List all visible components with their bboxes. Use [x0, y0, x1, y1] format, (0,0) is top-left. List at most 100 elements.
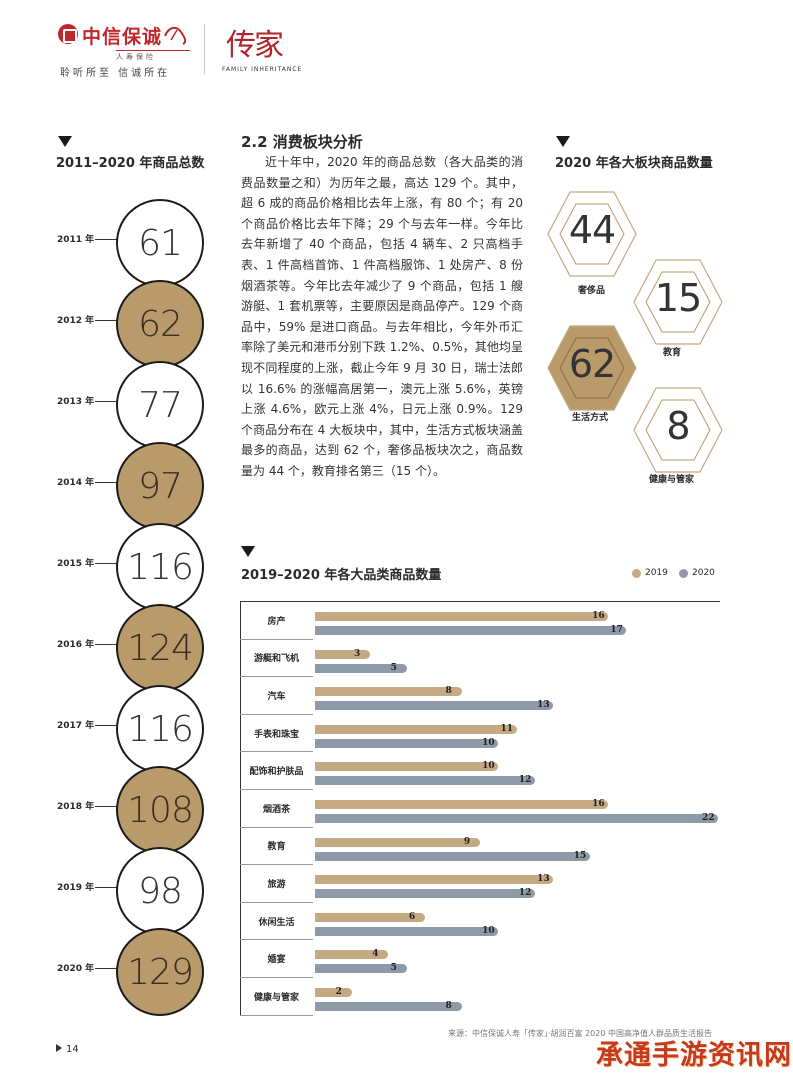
- year-total-circle: 61: [116, 199, 204, 287]
- section-marker-icon: [241, 546, 255, 557]
- year-label: 2014 年: [57, 478, 95, 488]
- year-connector: [95, 644, 117, 645]
- bar-2020: [315, 626, 627, 635]
- sector-value: 62: [568, 342, 616, 386]
- bar-2019: [315, 800, 609, 809]
- legend-item-2019: 2019: [632, 568, 668, 578]
- bar-2019: [315, 649, 370, 659]
- bar-value-label: 6: [408, 911, 416, 922]
- bar-value-label: 16: [592, 799, 605, 809]
- bar-2020: [315, 663, 407, 673]
- year-connector: [95, 401, 117, 402]
- sector-label: 教育: [663, 348, 682, 358]
- sector-count-title: 2020 年各大板块商品数量: [555, 156, 713, 171]
- year-row: 2012 年 62: [0, 280, 230, 368]
- bar-2019: [315, 762, 499, 772]
- bar-2020: [315, 1002, 462, 1011]
- year-row: 2014 年 97: [0, 442, 230, 530]
- bar-value-label: 8: [445, 686, 452, 697]
- category-label: 婚宴: [240, 940, 313, 978]
- bar-value-label: 3: [353, 648, 361, 659]
- bar-2020: [315, 738, 499, 748]
- year-label: 2019 年: [57, 883, 95, 893]
- hexagon-shape: [633, 259, 723, 345]
- year-total-circle: 116: [116, 523, 204, 611]
- bar-value-label: 5: [390, 662, 397, 673]
- category-label: 教育: [240, 828, 313, 866]
- bar-2020: [315, 889, 535, 899]
- sector-hexagon: 62: [546, 324, 656, 424]
- sector-value: 8: [666, 404, 690, 448]
- site-watermark: 承通手游资讯网: [596, 1040, 792, 1071]
- category-label: 房产: [240, 602, 313, 640]
- brand-name: 中信保诚: [82, 26, 163, 48]
- bar-value-label: 10: [482, 925, 495, 936]
- section-marker-icon: [58, 136, 72, 147]
- section-marker-icon: [556, 136, 570, 147]
- bar-2019: [315, 875, 554, 885]
- bar-2020: [315, 851, 590, 861]
- bar-2020: [315, 814, 718, 823]
- bar-2020: [315, 701, 554, 711]
- bar-2019: [315, 950, 389, 960]
- year-total-circle: 124: [116, 604, 204, 692]
- bar-2019: [315, 912, 425, 922]
- bar-2020: [315, 926, 499, 936]
- bar-value-label: 16: [592, 611, 605, 621]
- bar-2019: [315, 724, 517, 734]
- bar-value-label: 13: [537, 874, 550, 885]
- hexagon-shape: [547, 191, 637, 277]
- legend-label-2019: 2019: [645, 568, 668, 578]
- year-row: 2013 年 77: [0, 361, 230, 449]
- year-total-circle: 98: [116, 847, 204, 935]
- chart-top-rule: [240, 601, 720, 602]
- year-total-circle: 108: [116, 766, 204, 854]
- year-row: 2020 年 129: [0, 928, 230, 1016]
- bar-value-label: 8: [445, 1001, 452, 1011]
- category-label: 健康与管家: [240, 978, 313, 1016]
- article-body: 近十年中，2020 年的商品总数（各大品类的消费品数量之和）为历年之最，高达 1…: [241, 155, 523, 478]
- section-title: 2.2 消费板块分析: [241, 133, 363, 151]
- bar-value-label: 12: [518, 775, 532, 786]
- category-label: 手表和珠宝: [240, 715, 313, 753]
- bar-2019: [315, 988, 352, 997]
- bar-value-label: 2: [335, 987, 342, 997]
- year-label: 2013 年: [57, 397, 95, 407]
- year-label: 2015 年: [57, 559, 95, 569]
- year-connector: [95, 725, 117, 726]
- bar-value-label: 9: [463, 836, 471, 847]
- category-label: 休闲生活: [240, 903, 313, 941]
- year-total-circle: 129: [116, 928, 204, 1016]
- category-label: 汽车: [240, 677, 313, 715]
- heritage-subtitle: FAMILY INHERITANCE: [222, 66, 303, 73]
- bar-value-label: 17: [610, 625, 623, 635]
- year-connector: [95, 482, 117, 483]
- brand-subtitle: 人寿保险: [116, 50, 190, 62]
- hexagon-shape: [547, 325, 637, 411]
- legend-swatch-2019: [632, 568, 641, 578]
- year-label: 2017 年: [57, 721, 95, 731]
- brand-slogan: 聆听所至 信诚所在: [60, 68, 171, 79]
- year-row: 2011 年 61: [0, 199, 230, 287]
- bar-2019: [315, 612, 609, 621]
- year-row: 2019 年 98: [0, 847, 230, 935]
- sector-hexagon: 8: [632, 386, 742, 486]
- year-label: 2011 年: [57, 235, 95, 245]
- category-label: 游艇和飞机: [240, 640, 313, 678]
- yearly-total-title: 2011–2020 年商品总数: [56, 156, 205, 171]
- year-label: 2020 年: [57, 964, 95, 974]
- sector-label: 健康与管家: [649, 475, 695, 485]
- year-connector: [95, 887, 117, 888]
- year-label: 2012 年: [57, 316, 95, 326]
- year-connector: [95, 320, 117, 321]
- year-row: 2017 年 116: [0, 685, 230, 773]
- category-label: 烟酒茶: [240, 790, 313, 828]
- source-note: 来源：中信保诚人寿「传家」·胡润百富 2020 中国高净值人群品质生活报告: [448, 1029, 712, 1038]
- sector-hexagon: 15: [632, 258, 742, 358]
- bar-value-label: 22: [702, 813, 715, 823]
- sector-label: 奢侈品: [578, 286, 606, 296]
- sector-value: 44: [568, 208, 616, 252]
- brand-flourish-icon: [164, 26, 187, 45]
- bar-value-label: 12: [518, 888, 532, 899]
- bar-value-label: 4: [372, 949, 379, 960]
